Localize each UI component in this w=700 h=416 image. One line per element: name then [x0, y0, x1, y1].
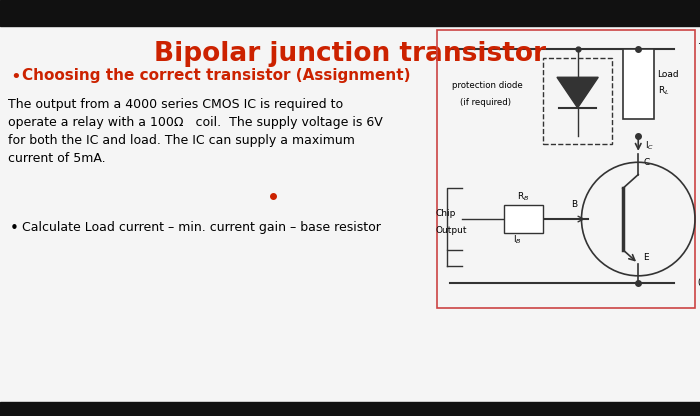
Bar	[504, 205, 542, 233]
Text: Output: Output	[435, 225, 467, 235]
Text: E: E	[643, 253, 649, 262]
Text: protection diode: protection diode	[452, 81, 523, 90]
Text: C: C	[643, 158, 650, 166]
Polygon shape	[557, 77, 598, 108]
Text: Load: Load	[657, 70, 679, 79]
Text: (if required): (if required)	[460, 98, 511, 107]
Text: Calculate Load current – min. current gain – base resistor: Calculate Load current – min. current ga…	[22, 221, 381, 234]
Text: Bipolar junction transistor: Bipolar junction transistor	[154, 41, 546, 67]
Text: Chip: Chip	[435, 209, 456, 218]
Text: R$_L$: R$_L$	[657, 85, 669, 97]
Text: R$_B$: R$_B$	[517, 191, 530, 203]
Bar	[437, 30, 695, 308]
Text: current of 5mA.: current of 5mA.	[8, 152, 106, 165]
Text: The output from a 4000 series CMOS IC is required to: The output from a 4000 series CMOS IC is…	[8, 98, 343, 111]
Bar	[623, 50, 654, 119]
Text: Choosing the correct transistor (Assignment): Choosing the correct transistor (Assignm…	[22, 68, 410, 83]
Text: for both the IC and load. The IC can supply a maximum: for both the IC and load. The IC can sup…	[8, 134, 355, 147]
Bar	[542, 58, 612, 144]
Text: I$_B$: I$_B$	[512, 234, 522, 246]
Text: I$_C$: I$_C$	[645, 139, 654, 151]
Bar	[0, 0, 700, 26]
Text: B: B	[570, 201, 577, 209]
Text: •: •	[10, 68, 21, 86]
Text: •: •	[10, 221, 19, 236]
Text: 0V: 0V	[697, 278, 700, 288]
Bar	[0, 402, 700, 416]
Text: operate a relay with a 100Ω   coil.  The supply voltage is 6V: operate a relay with a 100Ω coil. The su…	[8, 116, 383, 129]
Text: +Vs: +Vs	[697, 39, 700, 49]
